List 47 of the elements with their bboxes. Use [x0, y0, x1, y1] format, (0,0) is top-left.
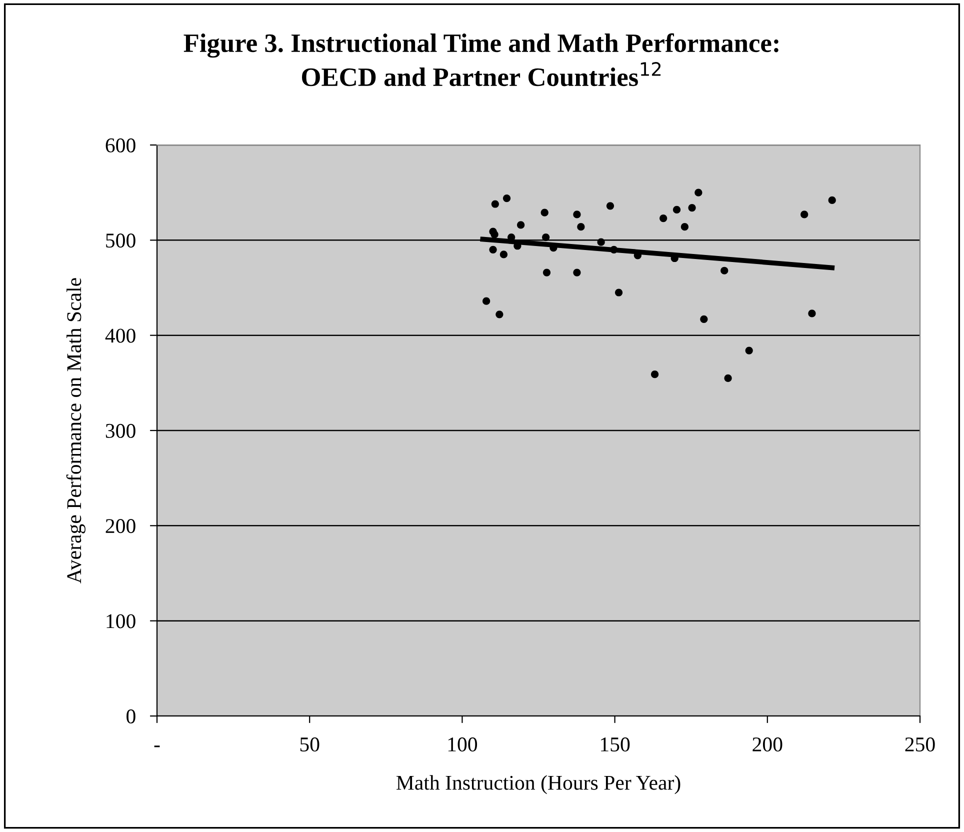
y-tick-label: 400 [105, 328, 136, 343]
point [606, 202, 614, 210]
point [700, 315, 708, 323]
y-tick-label: 500 [106, 234, 136, 248]
y-tick-label: 600 [106, 138, 136, 152]
point [597, 238, 605, 246]
y-tick-label: 100 [106, 614, 136, 628]
y-tick-label: 300 [106, 424, 136, 438]
point [502, 194, 511, 202]
point [490, 230, 498, 238]
point [745, 346, 753, 354]
point [542, 234, 550, 242]
point [660, 214, 668, 222]
x-tick-label: 250 [905, 737, 935, 752]
point [614, 288, 623, 296]
y-tick-label: 0 [126, 709, 136, 724]
point [500, 250, 508, 258]
point [808, 310, 816, 318]
point [540, 208, 548, 216]
chart-title: Figure 3. Instructional Time and Math Performance: OECD and Partner Countries$^{12}$ [184, 33, 778, 86]
point [573, 210, 581, 218]
point [482, 297, 490, 305]
x-tick-label: 50 [300, 737, 320, 752]
y-axis-title: Average Performance on Math Scale [66, 278, 86, 584]
point [489, 246, 497, 254]
x-tick-label: 200 [752, 737, 782, 752]
point [542, 268, 551, 276]
point [694, 188, 702, 196]
point [672, 206, 681, 214]
point [573, 268, 581, 276]
point [610, 246, 618, 254]
point [650, 370, 659, 378]
point [577, 223, 585, 231]
y-tick-label: 200 [106, 519, 136, 534]
point [720, 266, 728, 274]
x-tick-label: 150 [601, 737, 630, 752]
point [800, 210, 808, 218]
point [828, 196, 836, 204]
point [724, 374, 732, 382]
point [516, 221, 525, 229]
point [680, 223, 688, 231]
x-tick-label: 100 [448, 737, 478, 752]
point [496, 310, 504, 318]
x-axis-title: Math Instruction (Hours Per Year) [396, 775, 680, 794]
x-tick-label: - [154, 746, 160, 748]
point [491, 200, 499, 208]
point [688, 204, 696, 212]
